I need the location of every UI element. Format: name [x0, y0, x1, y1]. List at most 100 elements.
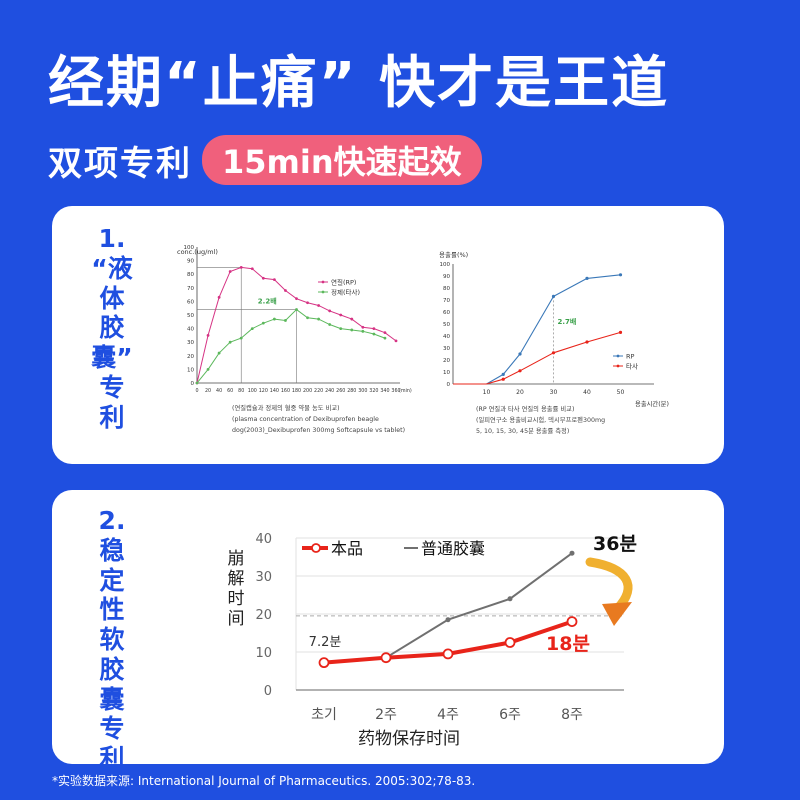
left-chart-point	[228, 270, 232, 273]
left-chart-caption-line: dog(2003)_Dexibuprofen 300mg Softcapsule…	[232, 427, 405, 434]
chart-point-red	[442, 648, 454, 660]
chart-point-gray	[507, 596, 513, 602]
left-chart-point	[350, 317, 354, 321]
left-chart-x-tick: 200	[303, 388, 312, 394]
left-chart-point	[272, 278, 276, 282]
left-chart-x-tick: 320	[369, 388, 378, 394]
chart-x-tick: 4주	[437, 707, 459, 723]
left-chart-point	[328, 323, 332, 326]
right-chart-y-tick: 20	[443, 358, 450, 364]
chart-y-label-char: 崩	[228, 549, 245, 569]
left-chart-y-tick: 80	[187, 272, 194, 278]
chart-y-label-char: 间	[228, 609, 245, 629]
right-chart-point	[518, 369, 522, 373]
chart-point-red	[318, 657, 330, 669]
left-chart-point	[306, 316, 309, 320]
chart-y-tick: 30	[255, 570, 272, 585]
left-chart-y-tick: 100	[184, 245, 195, 251]
left-chart-y-tick: 60	[187, 299, 194, 305]
right-chart-x-tick: 50	[617, 389, 625, 396]
left-chart-x-tick: 280	[347, 388, 356, 394]
right-chart-x-tick: 10	[483, 389, 491, 396]
legend-label-red: 本品	[331, 539, 363, 558]
chart-point-gray	[445, 617, 451, 623]
right-chart-y-tick: 90	[443, 274, 450, 280]
left-chart-ylabel: conc.(ug/ml)	[177, 248, 218, 256]
chart-x-tick: 8주	[561, 707, 583, 723]
right-chart-x-unit: 용출시간(분)	[635, 399, 669, 408]
chart-y-tick: 40	[255, 532, 272, 547]
left-chart-point	[350, 328, 354, 332]
left-chart-x-tick: 80	[238, 388, 244, 394]
left-chart-point	[250, 267, 254, 271]
left-chart-y-tick: 90	[187, 259, 194, 265]
right-chart-y-tick: 40	[443, 334, 450, 340]
left-chart-point	[328, 309, 332, 313]
patent-1-vertical-label: 1. “液体胶囊” 专利	[86, 224, 138, 432]
left-chart-point	[317, 317, 321, 321]
left-chart-point	[228, 340, 232, 344]
right-chart-y-tick: 80	[443, 286, 450, 292]
chart-y-tick: 0	[264, 684, 272, 699]
left-chart-point	[339, 313, 343, 317]
left-chart-point	[372, 327, 376, 330]
chart-x-tick: 초기	[311, 707, 337, 723]
legend-marker-red	[311, 543, 321, 553]
left-chart-y-tick: 30	[187, 340, 194, 346]
subtitle-row: 双项专利 15min快速起效	[48, 135, 482, 185]
chart-series-line-gray	[323, 552, 573, 664]
right-chart-point	[501, 372, 505, 376]
chart-point-red	[566, 616, 578, 628]
left-chart-x-tick: 140	[270, 388, 279, 394]
left-chart-x-unit: (min)	[399, 388, 412, 394]
chart-y-label-char: 解	[228, 569, 245, 589]
left-chart-x-tick: 220	[314, 388, 323, 394]
right-chart-point	[518, 352, 522, 356]
effect-time-badge: 15min快速起效	[202, 135, 482, 185]
left-chart-point	[206, 368, 210, 371]
right-chart-point	[585, 340, 589, 344]
left-chart-point	[195, 381, 199, 385]
left-chart-y-tick: 70	[187, 286, 194, 292]
legend-label-gray: 普通胶囊	[421, 539, 485, 558]
left-chart-point	[272, 317, 276, 321]
right-chart-x-tick: 40	[583, 389, 591, 396]
left-chart-point	[295, 308, 298, 311]
right-chart-legend-marker	[616, 364, 620, 368]
left-chart-point	[284, 289, 287, 292]
left-chart-y-tick: 20	[187, 354, 194, 360]
right-chart-series-line	[453, 331, 621, 385]
patent-2-label-char: 专	[99, 714, 125, 744]
left-chart-point	[250, 327, 254, 330]
left-chart-x-tick: 180	[292, 388, 301, 394]
left-chart-legend-marker	[321, 290, 325, 294]
left-chart-point	[383, 331, 387, 335]
left-chart-point	[239, 336, 243, 340]
left-chart-y-tick: 40	[187, 327, 194, 333]
left-chart-point	[361, 325, 365, 329]
patent-2-number: 2.	[98, 506, 126, 535]
left-chart-x-tick: 100	[248, 388, 257, 394]
left-chart-legend-label: 정제(타사)	[331, 288, 360, 297]
left-chart-x-tick: 240	[325, 388, 334, 394]
right-chart-y-tick: 0	[447, 382, 451, 388]
patent-1-label-char: 囊”	[91, 343, 133, 372]
left-chart-x-tick: 300	[358, 388, 367, 394]
left-chart-x-tick: 40	[216, 388, 222, 394]
chart-point-red	[380, 652, 392, 664]
left-chart-legend-marker	[321, 280, 325, 284]
chart-point-red	[504, 637, 516, 648]
right-chart-point	[585, 276, 589, 280]
left-chart-x-tick: 20	[205, 388, 211, 394]
right-chart-y-tick: 10	[443, 370, 450, 376]
chart-x-label: 药物保存时间	[358, 729, 460, 749]
right-chart-legend-label: RP	[626, 353, 635, 361]
left-chart-y-tick: 50	[187, 313, 194, 319]
subtitle-prefix: 双项专利	[48, 143, 192, 184]
patent-2-label-char: 囊	[99, 684, 125, 714]
right-chart-y-tick: 30	[443, 346, 450, 352]
page-title: 经期“止痛” 快才是王道	[48, 51, 670, 116]
chart-start-value: 7.2분	[309, 635, 342, 650]
left-chart-point	[306, 301, 309, 305]
patent-1-label-char: 胶	[99, 313, 125, 343]
